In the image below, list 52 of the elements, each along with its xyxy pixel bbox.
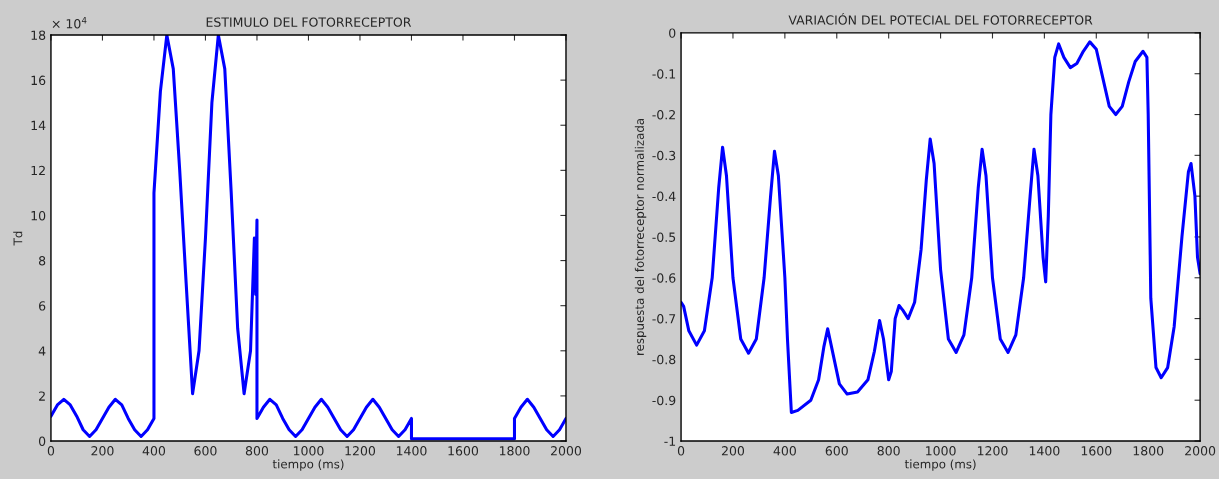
line-series bbox=[681, 40, 1201, 414]
x-tick-label: 400 bbox=[142, 446, 166, 456]
y-tick-label: 6 bbox=[39, 301, 46, 311]
x-tick-label: 800 bbox=[245, 446, 269, 456]
y-tick-label: -0.2 bbox=[652, 110, 675, 120]
y-tick-label: -0.6 bbox=[652, 273, 676, 283]
x-tick-label: 1200 bbox=[977, 446, 1008, 456]
x-axis-title: tiempo (ms) bbox=[272, 459, 344, 471]
x-tick-label: 1200 bbox=[345, 446, 376, 456]
x-tick-label: 400 bbox=[773, 446, 796, 456]
y-tick-label: 10 bbox=[31, 210, 46, 221]
text: × 10$^{4}$ bbox=[52, 17, 87, 29]
y-tick-label: 4 bbox=[38, 346, 46, 356]
x-tick-label: 0 bbox=[677, 446, 685, 456]
y-tick-label: -0.8 bbox=[652, 354, 676, 365]
x-tick-label: 2000 bbox=[550, 446, 582, 456]
x-tick-label: 1600 bbox=[1081, 446, 1112, 456]
y-tick-label: 8 bbox=[38, 256, 46, 266]
y-tick-label: 0 bbox=[669, 28, 676, 38]
x-tick-label: 200 bbox=[721, 446, 745, 456]
x-axis-title: tiempo (ms) bbox=[904, 459, 976, 471]
y-tick-label: -1 bbox=[664, 436, 676, 446]
y-tick-label: -0.1 bbox=[652, 69, 676, 79]
x-tick-label: 1800 bbox=[499, 446, 530, 456]
x-tick-label: 0 bbox=[47, 446, 55, 456]
x-tick-label: 1800 bbox=[1133, 446, 1164, 456]
y-tick-label: 16 bbox=[31, 75, 46, 86]
y-tick-label: 0 bbox=[38, 436, 46, 446]
y-tick-label: 14 bbox=[31, 120, 46, 130]
y-tick-label: 12 bbox=[31, 165, 45, 176]
x-tick-label: 1000 bbox=[293, 446, 324, 456]
y-axis-title: Td bbox=[13, 231, 23, 246]
x-tick-label: 800 bbox=[877, 446, 900, 456]
x-tick-label: 1600 bbox=[448, 446, 479, 456]
x-tick-label: 200 bbox=[91, 446, 114, 456]
x-tick-label: 600 bbox=[825, 446, 848, 456]
x-tick-label: 1400 bbox=[1029, 446, 1060, 456]
y-tick-label: 18 bbox=[31, 30, 46, 40]
y-axis-title: respuesta del fotorreceptor normalizada bbox=[634, 119, 647, 355]
x-tick-label: 2000 bbox=[1185, 446, 1216, 456]
x-tick-label: 1000 bbox=[926, 446, 956, 456]
y-tick-label: 2 bbox=[39, 391, 45, 401]
chart-title: ESTIMULO DEL FOTORRECEPTOR bbox=[206, 17, 412, 27]
y-tick-label: -0.9 bbox=[652, 395, 676, 406]
x-tick-label: 600 bbox=[194, 446, 217, 456]
line-series bbox=[50, 35, 566, 441]
x-tick-label: 1400 bbox=[396, 446, 427, 456]
y-tick-label: -0.4 bbox=[652, 191, 676, 202]
y-tick-label: -0.7 bbox=[652, 314, 676, 324]
chart-title: VARIACIÓN DEL POTECIAL DEL FOTORRECEPTOR bbox=[788, 13, 1093, 25]
y-tick-label: -0.3 bbox=[652, 150, 676, 161]
y-tick-label: -0.5 bbox=[652, 232, 676, 242]
